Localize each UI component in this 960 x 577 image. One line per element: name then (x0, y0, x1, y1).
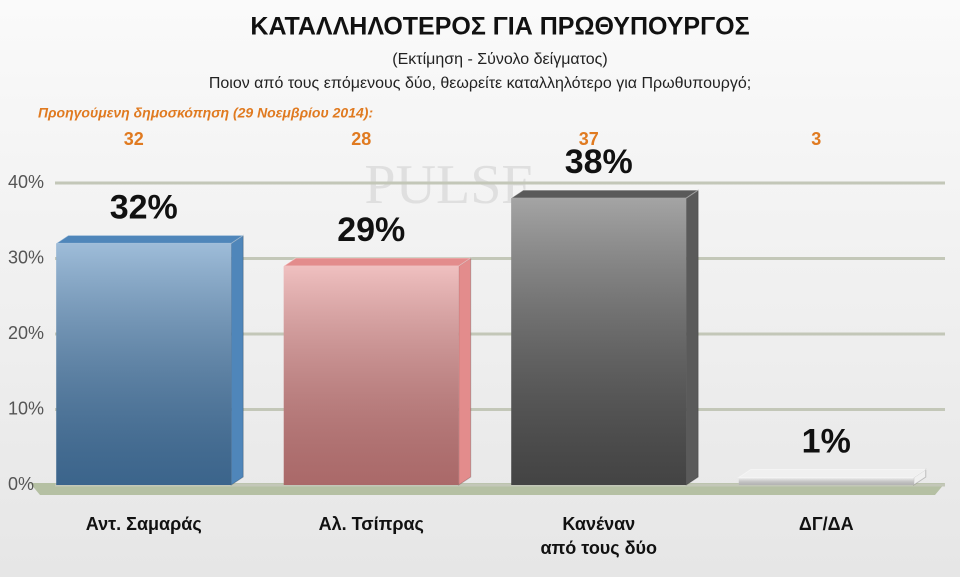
question: Ποιον από τους επόμενους δύο, θεωρείτε κ… (209, 75, 751, 92)
x-tick-label: Αντ. Σαμαράς (85, 514, 202, 534)
previous-value: 32 (124, 129, 144, 149)
x-tick-label: ΔΓ/ΔΑ (798, 514, 854, 534)
y-tick-label: 0% (8, 474, 34, 494)
y-tick-label: 30% (8, 247, 44, 267)
bar-top (509, 189, 700, 199)
bar-top (737, 468, 928, 478)
value-label: 32% (110, 188, 178, 226)
subtitle: (Εκτίμηση - Σύνολο δείγματος) (392, 51, 607, 68)
bar-shine (56, 243, 232, 485)
y-tick-label: 10% (8, 398, 44, 418)
value-label: 38% (565, 143, 633, 181)
bar-side (458, 257, 472, 486)
bar-shine (738, 477, 914, 485)
x-tick-label: Αλ. Τσίπρας (318, 514, 424, 534)
previous-value: 28 (351, 129, 371, 149)
bar-shine (511, 198, 687, 485)
bar-shine (283, 266, 459, 485)
previous-label: Προηγούμενη δημοσκόπηση (29 Νοεμβρίου 20… (38, 105, 373, 121)
bar-side (685, 189, 699, 486)
watermark: PULSE (364, 154, 535, 216)
bar-side (230, 234, 244, 486)
value-label: 1% (802, 422, 851, 460)
previous-value: 3 (811, 129, 821, 149)
x-tick-label: Κανέναν από τους δύο (540, 514, 658, 558)
previous-value: 37 (579, 129, 599, 149)
chart-title: ΚΑΤΑΛΛΗΛΟΤΕΡΟΣ ΓΙΑ ΠΡΩΘΥΠΟΥΡΓΟΣ (250, 13, 749, 41)
y-tick-label: 20% (8, 323, 44, 343)
bar-top (54, 234, 245, 244)
bar-top (282, 257, 473, 267)
value-label: 29% (337, 211, 405, 249)
y-tick-label: 40% (8, 172, 44, 192)
